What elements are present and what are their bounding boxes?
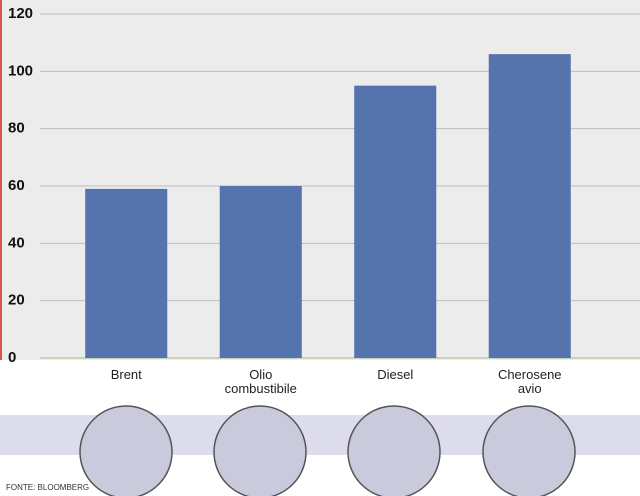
y-tick-label: 120 xyxy=(8,5,33,22)
y-tick-label: 20 xyxy=(8,292,25,309)
x-tick-label: Olio combustibile xyxy=(224,367,297,396)
source: FONTE: BLOOMBERG xyxy=(6,483,89,492)
y-tick-label: 60 xyxy=(8,177,25,194)
x-tick-label: Cherosene avio xyxy=(497,367,562,396)
icon-jerrycan xyxy=(482,405,576,496)
y-tick-label: 0 xyxy=(8,349,16,366)
bar xyxy=(488,54,571,359)
x-tick-label: Diesel xyxy=(377,367,414,382)
icon-tanker xyxy=(347,405,441,496)
y-tick-label: 100 xyxy=(8,62,33,79)
x-tick-label: Brent xyxy=(110,367,142,382)
y-tick-label: 40 xyxy=(8,234,25,251)
bar xyxy=(219,186,302,358)
y-tick-label: 80 xyxy=(8,120,25,137)
icons xyxy=(79,405,576,496)
bar xyxy=(354,85,437,359)
bar xyxy=(85,188,168,358)
icon-pipes xyxy=(213,405,307,496)
icon-barrel xyxy=(79,405,173,496)
